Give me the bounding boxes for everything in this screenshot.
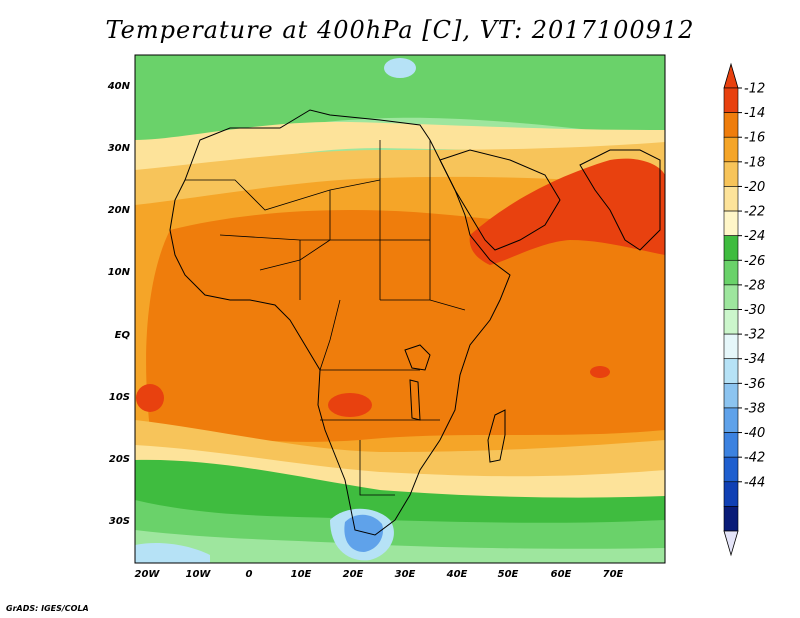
colorbar-swatch [723, 284, 739, 310]
colorbar-label: -30 [744, 303, 765, 318]
lat-label: 10S [109, 392, 130, 403]
colorbar: -12 -14 -16 -18 -20 -22 -24 -26 -28 -30 -32 -34 -36 -… [723, 62, 765, 557]
colorbar-swatch [723, 481, 739, 507]
colorbar-label: -18 [744, 155, 765, 170]
lon-label: 30E [395, 569, 416, 580]
colorbar-label: -40 [744, 426, 765, 441]
colorbar-swatch [723, 432, 739, 458]
lat-label: 40N [107, 81, 131, 92]
colorbar-top-arrow [723, 62, 739, 89]
lon-label: 20W [135, 569, 161, 580]
colorbar-label: -24 [744, 229, 765, 244]
lat-label: 30N [108, 143, 131, 154]
colorbar-label: -22 [744, 205, 765, 220]
colorbar-label: -38 [744, 401, 765, 416]
colorbar-label: -14 [744, 106, 765, 121]
lon-label: 10E [291, 569, 312, 580]
colorbar-swatch [723, 161, 739, 187]
map-title: Temperature at 400hPa [C], VT: 201710091… [105, 16, 695, 44]
lat-label: EQ [115, 330, 131, 341]
lon-label: 0 [246, 569, 253, 580]
lat-label: 20S [109, 454, 130, 465]
colorbar-swatch [723, 506, 739, 532]
colorbar-label: -34 [744, 352, 765, 367]
colorbar-bottom-arrow [723, 530, 739, 557]
longitude-labels: 20W 10W 0 10E 20E 30E 40E 50E 60E 70E [135, 569, 624, 580]
colorbar-swatch [723, 136, 739, 163]
colorbar-swatch [723, 309, 739, 335]
colorbar-swatch [723, 407, 739, 433]
colorbar-swatch [723, 210, 739, 236]
lat-label: 30S [109, 516, 130, 527]
lon-label: 50E [498, 569, 519, 580]
colorbar-label: -42 [744, 451, 765, 466]
lon-label: 20E [343, 569, 364, 580]
map-frame [134, 54, 666, 564]
colorbar-label: -12 [744, 82, 765, 97]
lat-label: 20N [108, 205, 131, 216]
lon-label: 40E [446, 569, 468, 580]
country-borders [185, 140, 466, 496]
lat-label: 10N [108, 267, 131, 278]
lon-label: 70E [603, 569, 624, 580]
footer-credit: GrADS: IGES/COLA [6, 604, 89, 613]
colorbar-label: -44 [744, 475, 765, 490]
colorbar-swatch [723, 358, 739, 384]
colorbar-swatch [723, 87, 739, 113]
colorbar-label: -20 [744, 180, 765, 195]
temperature-field [135, 55, 665, 563]
colorbar-swatch [723, 186, 739, 212]
latitude-labels: 40N 30N 20N 10N EQ 10S 20S 30S [107, 81, 131, 527]
colorbar-swatch [723, 333, 739, 360]
colorbar-swatch [723, 456, 739, 483]
colorbar-label: -26 [744, 254, 765, 269]
colorbar-label: -16 [744, 131, 765, 146]
colorbar-label: -28 [744, 278, 765, 293]
colorbar-swatch [723, 383, 739, 409]
lon-label: 10W [186, 569, 212, 580]
colorbar-label: -32 [744, 328, 765, 343]
colorbar-swatch [723, 112, 739, 138]
colorbar-swatch [723, 235, 739, 261]
colorbar-label: -36 [744, 377, 765, 392]
colorbar-swatch [723, 259, 739, 286]
lon-label: 60E [551, 569, 572, 580]
